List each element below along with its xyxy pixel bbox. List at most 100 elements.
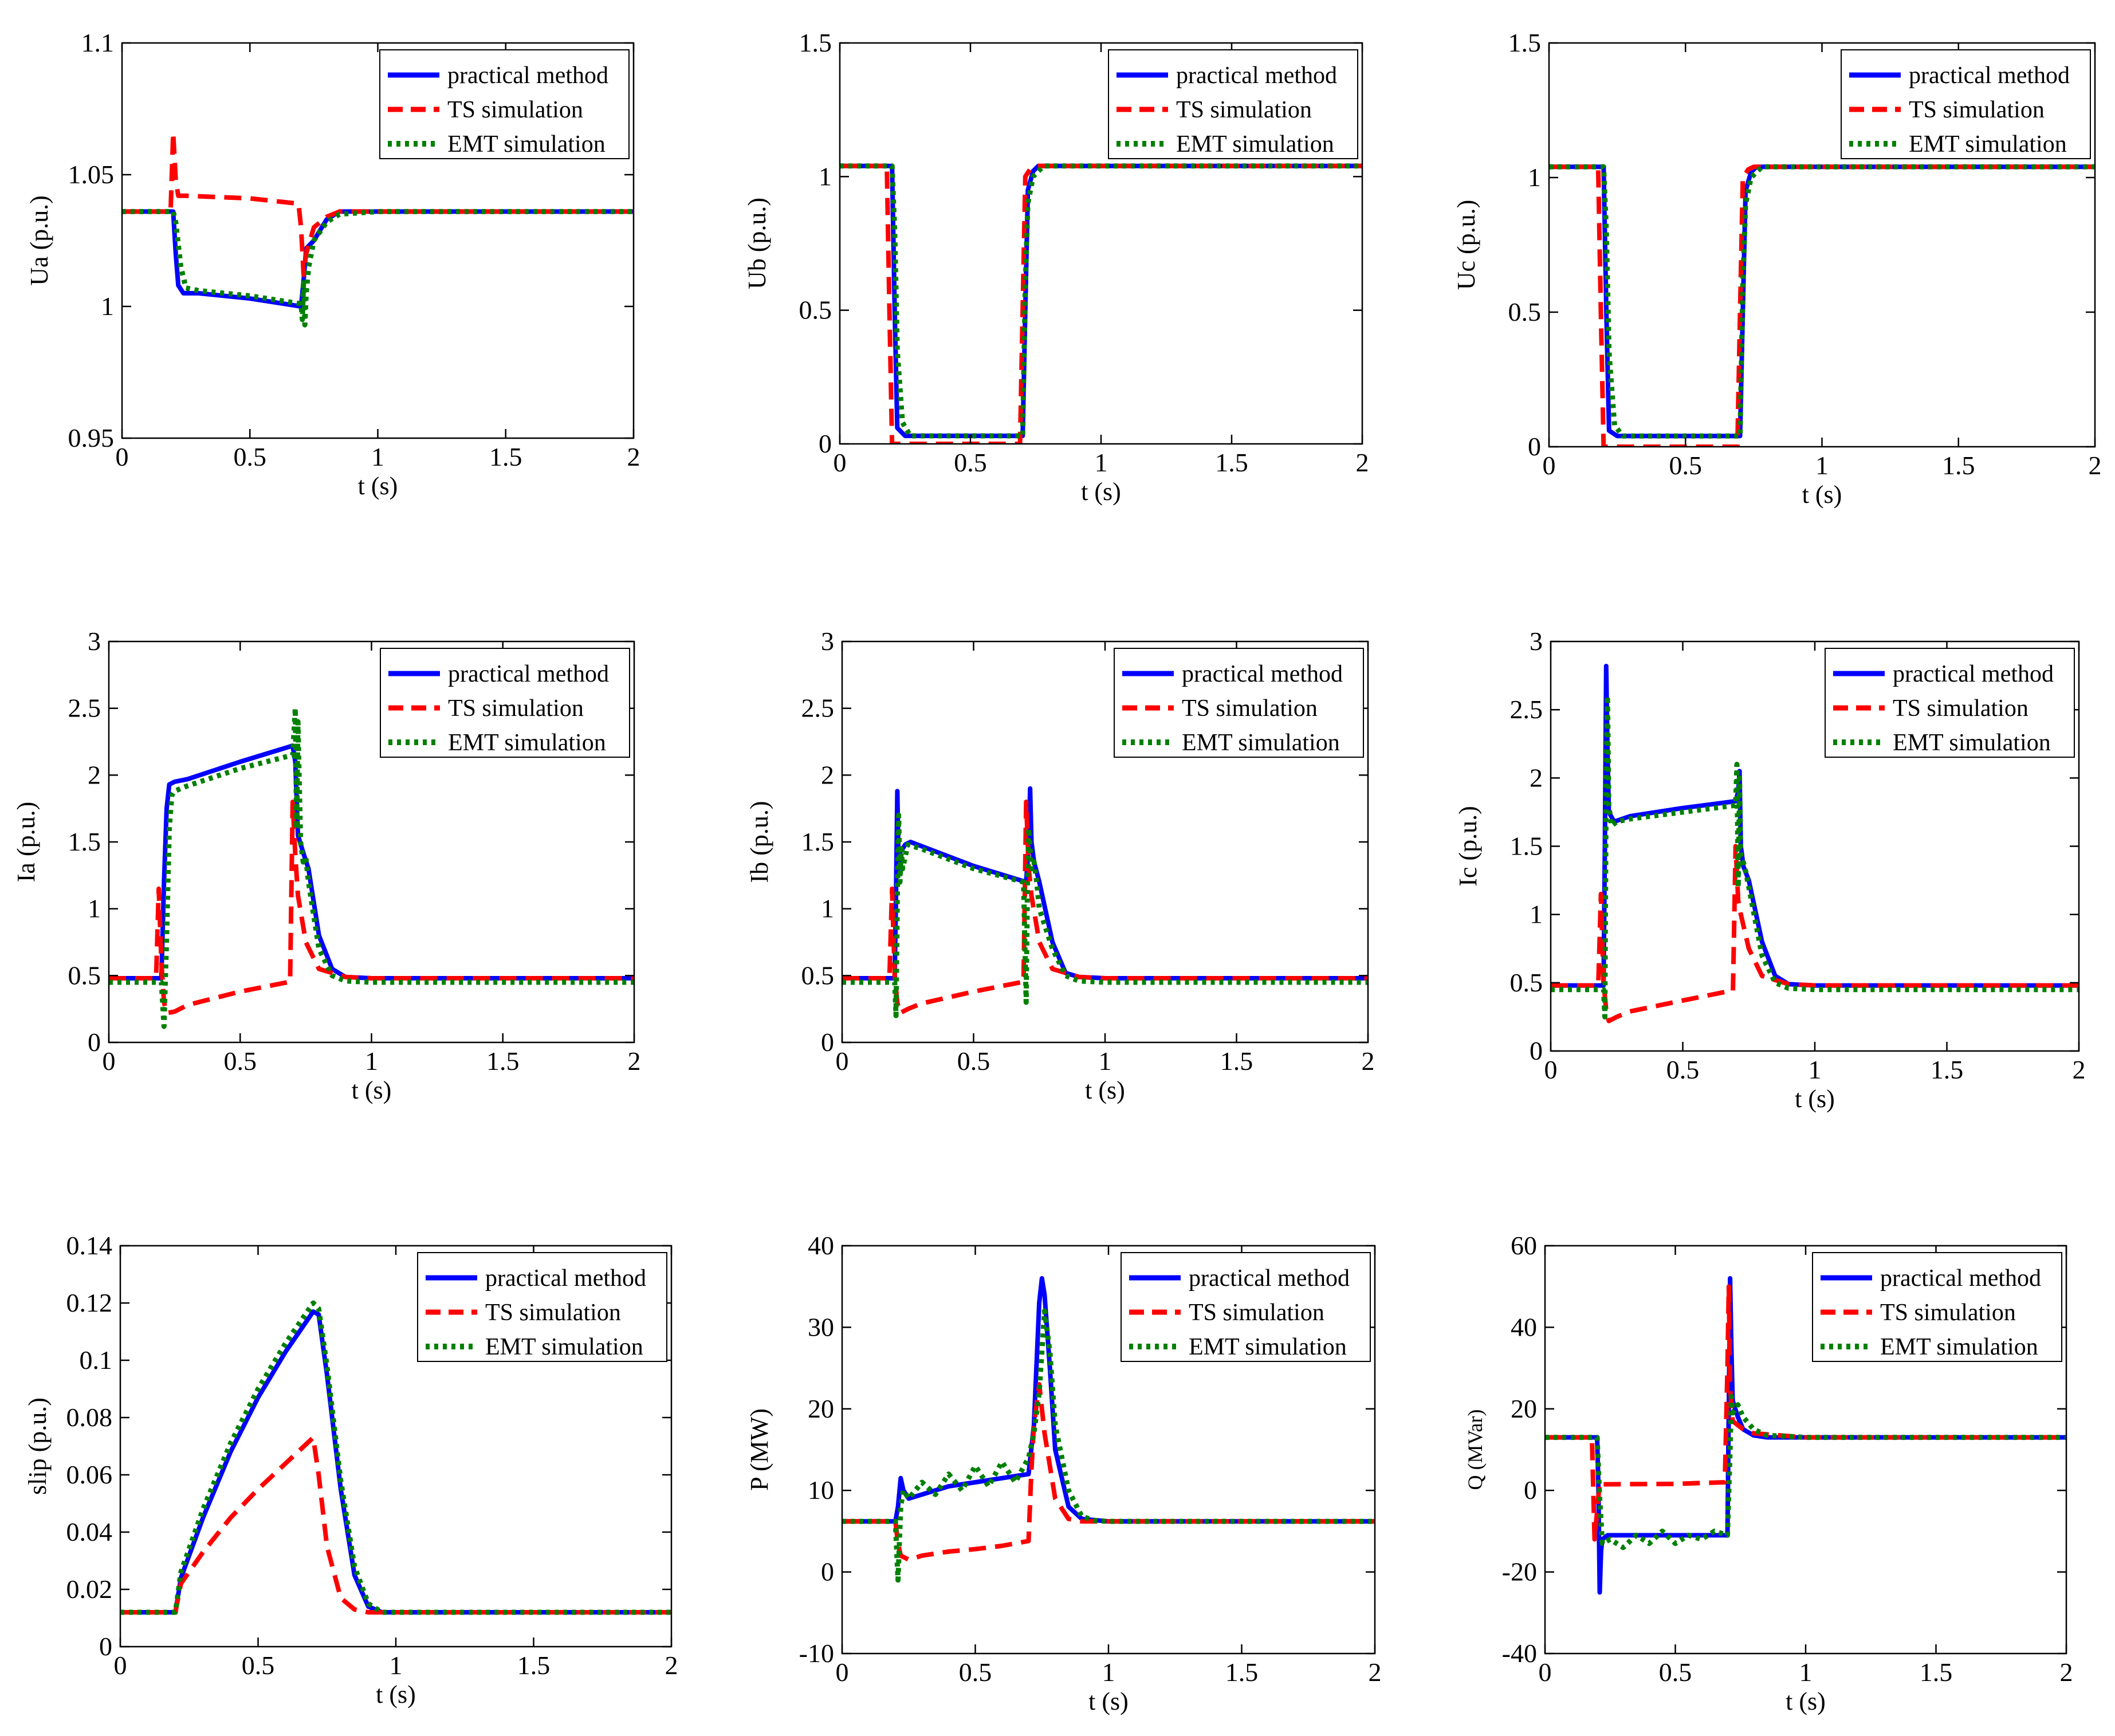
y-tick-label: 2 [821, 760, 834, 789]
x-tick-label: 0.5 [954, 448, 987, 477]
y-tick-label: 1 [88, 894, 101, 923]
legend: practical method TS simulation EMT simulat… [380, 648, 630, 758]
series-group [122, 130, 634, 328]
y-tick-label: 30 [808, 1312, 834, 1341]
series-line-emt [122, 208, 634, 328]
x-tick-label: 0 [1544, 1055, 1558, 1084]
legend-label-practical: practical method [1182, 661, 1343, 687]
y-tick-label: 0.5 [1508, 297, 1542, 326]
legend-label-emt: EMT simulation [1189, 1334, 1347, 1360]
x-tick-label: 1.5 [1942, 451, 1975, 480]
x-tick-label: 0 [1539, 1658, 1552, 1687]
x-axis-label: t (s) [1786, 1687, 1826, 1715]
x-tick-label: 0.5 [1659, 1658, 1692, 1687]
y-tick-label: 2.5 [68, 694, 101, 723]
y-tick-label: 0 [1528, 432, 1541, 461]
y-tick-label: 0.5 [801, 960, 835, 990]
x-tick-label: 0 [116, 442, 129, 471]
series-group [842, 1276, 1375, 1583]
x-tick-label: 0.5 [242, 1651, 275, 1680]
y-tick-label: 3 [1530, 627, 1543, 656]
y-tick-label: 0 [821, 1557, 834, 1587]
series-line-emt [842, 1308, 1375, 1583]
y-tick-label: -10 [799, 1639, 834, 1668]
y-axis-label: Q (MVar) [1464, 1410, 1487, 1490]
legend-label-ts: TS simulation [447, 97, 583, 123]
y-tick-label: 0.02 [66, 1574, 113, 1604]
legend-label-practical: practical method [448, 661, 609, 687]
chart-panel-6: 0 0.5 1 1.5 2 0 0.5 1 1.5 2 2.5 3 t (s) Ic (p.u.) prac… [1436, 627, 2096, 1137]
legend-label-ts: TS simulation [448, 695, 584, 722]
x-tick-label: 1.5 [1920, 1658, 1953, 1687]
y-tick-label: 0.5 [68, 960, 101, 990]
chart-panel-8: 0 0.5 1 1.5 2 -10 0 10 20 30 40 t (s) P (MW) practica… [728, 1231, 1392, 1736]
chart-svg: 0 0.5 1 1.5 2 0 0.5 1 1.5 2 2.5 3 t (s) Ia (p.u.) prac… [12, 627, 641, 1104]
x-tick-label: 0 [1543, 451, 1556, 480]
chart-svg: 0 0.5 1 1.5 2 0.95 1 1.05 1.1 t (s) Ua (p.u.) pract… [25, 28, 640, 500]
x-tick-label: 1 [1095, 448, 1108, 477]
legend-label-emt: EMT simulation [485, 1334, 643, 1360]
legend-box [1812, 1252, 2062, 1362]
legend: practical method TS simulation EMT simulat… [1108, 49, 1358, 159]
legend-label-practical: practical method [485, 1265, 646, 1292]
y-tick-label: 3 [821, 627, 834, 656]
legend-label-emt: EMT simulation [1880, 1334, 2038, 1360]
x-tick-label: 1.5 [1220, 1046, 1253, 1076]
y-tick-label: 60 [1511, 1231, 1537, 1260]
legend-label-emt: EMT simulation [1893, 730, 2051, 756]
y-axis-label: slip (p.u.) [23, 1398, 52, 1495]
series-group [1549, 164, 2095, 447]
y-tick-label: 2 [88, 760, 101, 789]
series-line-ts [122, 130, 634, 277]
x-tick-label: 1.5 [489, 442, 522, 471]
y-tick-label: 2.5 [801, 694, 835, 723]
x-tick-label: 1.5 [1215, 448, 1248, 477]
y-tick-label: 0.12 [66, 1288, 113, 1317]
legend-label-practical: practical method [1176, 62, 1337, 89]
x-tick-label: 0.5 [1666, 1055, 1700, 1084]
x-tick-label: 0 [103, 1046, 116, 1076]
x-tick-label: 2 [2073, 1055, 2086, 1084]
y-tick-label: 1 [1530, 900, 1543, 929]
chart-svg: 0 0.5 1 1.5 2 -40 -20 0 20 40 60 t (s) Q (MVar) pract… [1464, 1231, 2073, 1715]
legend-box [1121, 1252, 1371, 1362]
y-tick-label: 0.5 [1510, 968, 1543, 997]
chart-svg: 0 0.5 1 1.5 2 0 0.5 1 1.5 t (s) Ub (p.u.) practical… [743, 28, 1369, 506]
x-tick-label: 0.5 [234, 442, 267, 471]
legend-label-emt: EMT simulation [1182, 730, 1340, 756]
legend: practical method TS simulation EMT simulat… [417, 1252, 667, 1362]
x-axis-label: t (s) [358, 472, 398, 500]
x-axis-label: t (s) [1802, 481, 1842, 509]
y-tick-label: 3 [88, 627, 101, 656]
x-tick-label: 1.5 [517, 1651, 551, 1680]
x-tick-label: 2 [1362, 1046, 1375, 1076]
y-tick-label: 1.5 [1508, 28, 1542, 57]
chart-svg: 0 0.5 1 1.5 2 0 0.5 1 1.5 2 2.5 3 t (s) Ib (p.u.) prac… [745, 627, 1375, 1104]
x-tick-label: 0 [836, 1046, 849, 1076]
series-line-ts [1549, 164, 2095, 447]
y-axis-label: P (MW) [745, 1408, 773, 1491]
x-tick-label: 1 [1099, 1046, 1112, 1076]
y-tick-label: 0.08 [66, 1403, 113, 1432]
x-tick-label: 1 [1799, 1658, 1813, 1687]
series-line-emt [842, 812, 1368, 1018]
x-axis-label: t (s) [1088, 1687, 1129, 1715]
series-line-ts [1545, 1284, 2066, 1542]
chart-svg: 0 0.5 1 1.5 2 0 0.02 0.04 0.06 0.08 0.1 0.12 0.14 t (… [23, 1231, 678, 1709]
y-axis-label: Uc (p.u.) [1452, 200, 1480, 290]
legend-label-emt: EMT simulation [448, 730, 606, 756]
x-tick-label: 1 [1809, 1055, 1822, 1084]
legend-label-ts: TS simulation [1189, 1300, 1324, 1326]
legend: practical method TS simulation EMT simulat… [1825, 648, 2075, 758]
y-tick-label: 20 [808, 1394, 834, 1423]
legend: practical method TS simulation EMT simulat… [1841, 49, 2091, 159]
series-group [842, 786, 1368, 1018]
y-tick-label: 1.5 [1510, 832, 1543, 861]
x-tick-label: 2 [665, 1651, 678, 1680]
legend-label-emt: EMT simulation [447, 131, 606, 158]
chart-panel-9: 0 0.5 1 1.5 2 -40 -20 0 20 40 60 t (s) Q (MVar) pract… [1430, 1231, 2083, 1736]
x-tick-label: 1.5 [1931, 1055, 1964, 1084]
legend-box [417, 1252, 667, 1362]
